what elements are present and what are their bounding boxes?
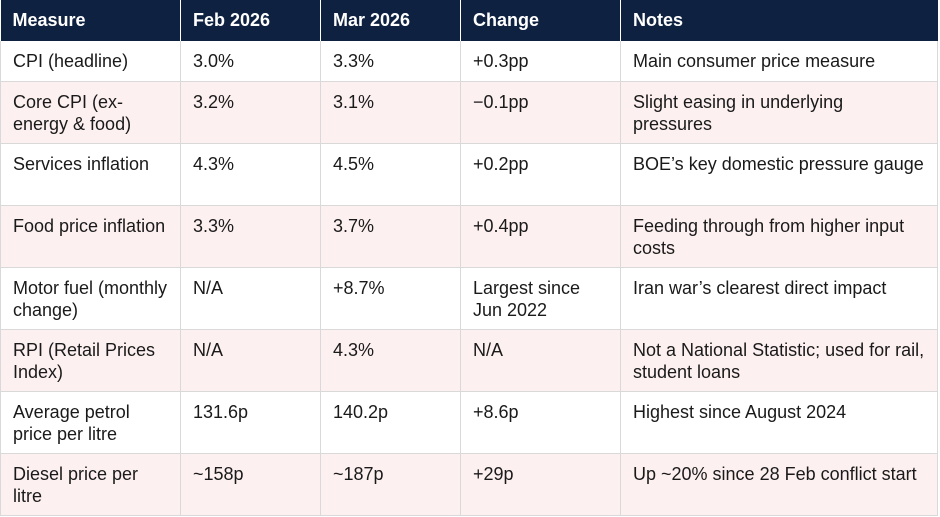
cell-mar: ~187p — [320, 453, 461, 516]
cell-feb: 4.3% — [180, 143, 321, 206]
cell-feb: N/A — [180, 267, 321, 330]
cell-measure: Motor fuel (monthly change) — [0, 267, 181, 330]
cell-mar: 3.3% — [320, 41, 461, 82]
cell-measure: CPI (headline) — [0, 41, 181, 82]
table-row: CPI (headline) 3.0% 3.3% +0.3pp Main con… — [0, 41, 938, 82]
cell-measure: RPI (Retail Prices Index) — [0, 329, 181, 392]
table-body: CPI (headline) 3.0% 3.3% +0.3pp Main con… — [0, 41, 938, 516]
cell-change: +0.3pp — [460, 41, 621, 82]
cell-mar: 4.3% — [320, 329, 461, 392]
cell-measure: Average petrol price per litre — [0, 391, 181, 454]
cell-change: Largest since Jun 2022 — [460, 267, 621, 330]
cell-change: +29p — [460, 453, 621, 516]
cell-change: +0.4pp — [460, 205, 621, 268]
table-row: Diesel price per litre ~158p ~187p +29p … — [0, 453, 938, 516]
cell-measure: Services inflation — [0, 143, 181, 206]
cell-measure: Food price inflation — [0, 205, 181, 268]
cell-notes: Slight easing in underlying pressures — [620, 81, 938, 144]
cell-feb: 3.3% — [180, 205, 321, 268]
cell-mar: 140.2p — [320, 391, 461, 454]
cell-notes: Up ~20% since 28 Feb conflict start — [620, 453, 938, 516]
header-mar-2026: Mar 2026 — [320, 0, 461, 41]
cell-mar: 4.5% — [320, 143, 461, 206]
cell-feb: 3.0% — [180, 41, 321, 82]
cell-notes: Main consumer price measure — [620, 41, 938, 82]
cell-notes: Highest since August 2024 — [620, 391, 938, 454]
header-feb-2026: Feb 2026 — [180, 0, 321, 41]
header-change: Change — [460, 0, 621, 41]
header-row: Measure Feb 2026 Mar 2026 Change Notes — [0, 0, 938, 41]
cell-change: N/A — [460, 329, 621, 392]
header-measure: Measure — [0, 0, 181, 41]
cell-measure: Diesel price per litre — [0, 453, 181, 516]
cell-feb: ~158p — [180, 453, 321, 516]
table-row: RPI (Retail Prices Index) N/A 4.3% N/A N… — [0, 329, 938, 392]
table-header: Measure Feb 2026 Mar 2026 Change Notes — [0, 0, 938, 41]
header-notes: Notes — [620, 0, 938, 41]
cell-notes: Feeding through from higher input costs — [620, 205, 938, 268]
cell-mar: +8.7% — [320, 267, 461, 330]
cell-feb: N/A — [180, 329, 321, 392]
cell-measure: Core CPI (ex-energy & food) — [0, 81, 181, 144]
cell-change: +8.6p — [460, 391, 621, 454]
cell-change: −0.1pp — [460, 81, 621, 144]
cell-mar: 3.7% — [320, 205, 461, 268]
cell-change: +0.2pp — [460, 143, 621, 206]
cell-mar: 3.1% — [320, 81, 461, 144]
cell-notes: Not a National Statistic; used for rail,… — [620, 329, 938, 392]
table-row: Motor fuel (monthly change) N/A +8.7% La… — [0, 267, 938, 330]
cell-notes: BOE’s key domestic pressure gauge — [620, 143, 938, 206]
cell-feb: 131.6p — [180, 391, 321, 454]
table-row: Core CPI (ex-energy & food) 3.2% 3.1% −0… — [0, 81, 938, 144]
table-row: Food price inflation 3.3% 3.7% +0.4pp Fe… — [0, 205, 938, 268]
table-row: Average petrol price per litre 131.6p 14… — [0, 391, 938, 454]
cell-feb: 3.2% — [180, 81, 321, 144]
cell-notes: Iran war’s clearest direct impact — [620, 267, 938, 330]
table-row: Services inflation 4.3% 4.5% +0.2pp BOE’… — [0, 143, 938, 206]
